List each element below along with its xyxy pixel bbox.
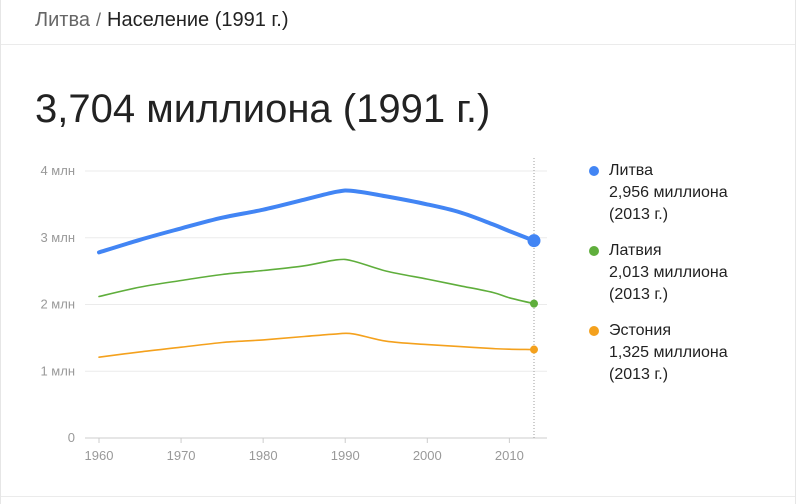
x-tick-label: 1960: [85, 448, 114, 463]
legend-year: (2013 г.): [609, 286, 669, 303]
legend-name: Эстония: [609, 322, 671, 339]
series-end-point: [527, 234, 541, 248]
series-layer: [97, 188, 541, 358]
legend-dot-lithuania: [589, 166, 599, 176]
legend-dot-estonia: [589, 326, 599, 336]
series-end-point: [530, 345, 538, 354]
y-tick-label: 4 млн: [40, 163, 75, 178]
legend-value: 1,325 миллиона: [609, 344, 728, 361]
population-line-chart[interactable]: 0 1 млн 2 млн 3 млн 4 млн 1960 1970 1980 1990 200…: [1, 150, 581, 480]
legend: Литва 2,956 миллиона (2013 г.) Латвия 2,…: [589, 160, 789, 400]
grid-layer: [85, 158, 547, 439]
breadcrumb-parent-link[interactable]: Литва: [35, 9, 90, 31]
x-tick-label: 1980: [249, 448, 278, 463]
x-tick-label: 1970: [167, 448, 196, 463]
series-line-primary: [97, 188, 536, 255]
series-line: [98, 332, 535, 358]
series-line: [98, 258, 535, 305]
breadcrumb: Литва / Население (1991 г.): [35, 8, 289, 32]
x-tick-label: 2000: [413, 448, 442, 463]
legend-item-latvia[interactable]: Латвия 2,013 миллиона (2013 г.): [589, 240, 789, 306]
top-divider: [1, 44, 795, 45]
legend-name: Литва: [609, 162, 653, 179]
legend-name: Латвия: [609, 242, 662, 259]
legend-item-estonia[interactable]: Эстония 1,325 миллиона (2013 г.): [589, 320, 789, 386]
breadcrumb-separator: /: [95, 10, 101, 30]
headline-value: 3,704 миллиона (1991 г.): [35, 87, 491, 131]
legend-item-lithuania[interactable]: Литва 2,956 миллиона (2013 г.): [589, 160, 789, 226]
legend-value: 2,956 миллиона: [609, 184, 728, 201]
y-tick-label: 2 млн: [40, 297, 75, 312]
y-tick-label: 0: [68, 430, 75, 445]
axis-layer: 0 1 млн 2 млн 3 млн 4 млн 1960 1970 1980 1990 200…: [40, 163, 523, 463]
legend-dot-latvia: [589, 246, 599, 256]
legend-year: (2013 г.): [609, 206, 669, 223]
bottom-divider: [1, 496, 795, 497]
series-end-point: [530, 299, 538, 308]
legend-year: (2013 г.): [609, 366, 669, 383]
x-tick-label: 2010: [495, 448, 524, 463]
y-tick-label: 1 млн: [40, 363, 75, 378]
x-tick-label: 1990: [331, 448, 360, 463]
legend-value: 2,013 миллиона: [609, 264, 728, 281]
y-tick-label: 3 млн: [40, 230, 75, 245]
breadcrumb-current: Население (1991 г.): [107, 9, 289, 31]
